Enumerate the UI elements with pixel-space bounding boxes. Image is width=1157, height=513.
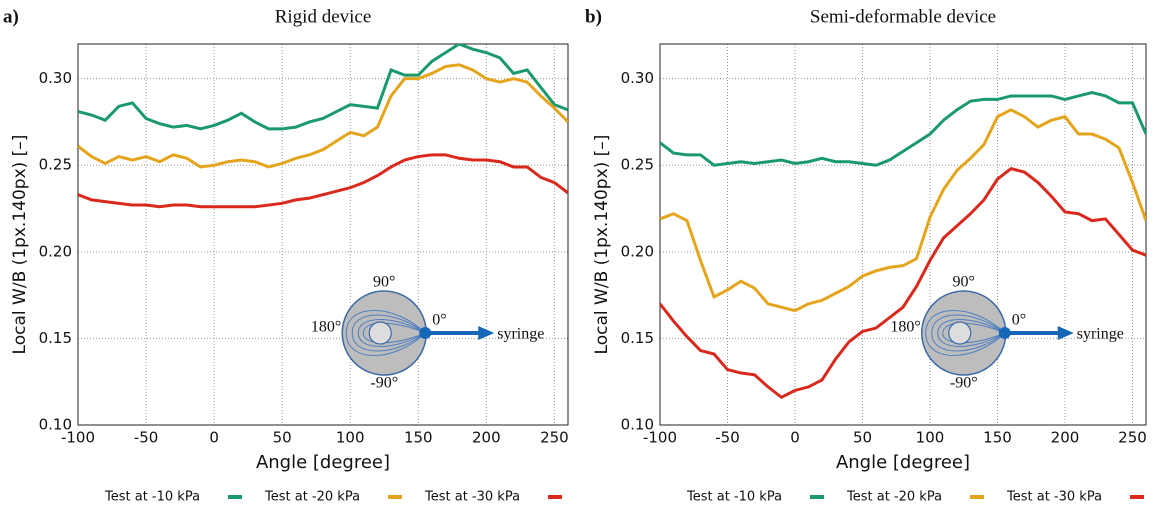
y-tick-label: 0.20 xyxy=(621,242,654,260)
inset-label: syringe xyxy=(1077,326,1124,343)
inset-streamline xyxy=(362,322,426,344)
data-line xyxy=(78,44,568,131)
data-line xyxy=(660,108,1146,313)
x-tick-label: -100 xyxy=(643,429,677,447)
y-tick-label: 0.15 xyxy=(39,329,72,347)
inset-streamline xyxy=(931,314,1006,352)
inset-label: 90° xyxy=(953,274,975,291)
x-tick-label: 100 xyxy=(336,429,365,447)
y-tick-label: 0.30 xyxy=(39,69,72,87)
inset-arrowhead xyxy=(1057,326,1074,340)
legend-label: Test at -20 kPa xyxy=(264,490,360,505)
y-tick-label: 0.20 xyxy=(39,242,72,260)
legend-label: Test at -10 kPa xyxy=(104,490,200,505)
y-tick-label: 0.10 xyxy=(39,416,72,434)
inset-streamline xyxy=(345,310,426,356)
data-line xyxy=(660,167,1146,400)
inset-streamline xyxy=(925,310,1006,356)
x-tick-label: 200 xyxy=(472,429,501,447)
x-tick-label: 250 xyxy=(1118,429,1147,447)
inset-label: 180° xyxy=(311,319,341,336)
x-axis-label: Angle [degree] xyxy=(836,452,970,473)
legend-label: Test at -30 kPa xyxy=(1006,490,1102,505)
panel-label: b) xyxy=(585,6,602,27)
x-tick-label: 150 xyxy=(404,429,433,447)
y-axis-label: Local W/B (1px.140px) [–] xyxy=(592,135,612,355)
legend-label: Test at -10 kPa xyxy=(686,490,782,505)
x-tick-label: 100 xyxy=(916,429,945,447)
inset-arrowhead xyxy=(478,326,495,340)
y-tick-label: 0.10 xyxy=(621,416,654,434)
y-tick-label: 0.15 xyxy=(621,329,654,347)
legend-label: Test at -30 kPa xyxy=(424,490,520,505)
x-tick-label: 150 xyxy=(983,429,1012,447)
inset-label: 90° xyxy=(373,274,395,291)
data-line xyxy=(78,63,568,169)
inset-streamline xyxy=(357,319,426,347)
y-axis-label: Local W/B (1px.140px) [–] xyxy=(10,135,30,355)
x-tick-label: 200 xyxy=(1051,429,1080,447)
legend-label: Test at -20 kPa xyxy=(846,490,942,505)
x-axis-label: Angle [degree] xyxy=(256,452,390,473)
plot-frame xyxy=(659,43,1147,426)
chart-title: Semi-deformable device xyxy=(810,6,996,27)
inset-label: syringe xyxy=(497,326,544,343)
inset-label: 180° xyxy=(890,319,920,336)
inset-label: -90° xyxy=(370,375,398,392)
y-tick-label: 0.30 xyxy=(621,69,654,87)
inset-streamline xyxy=(937,319,1006,347)
data-line xyxy=(660,90,1146,167)
y-tick-label: 0.25 xyxy=(39,156,72,174)
inset-core xyxy=(948,321,972,345)
inset-streamline xyxy=(351,314,426,352)
plot-frame xyxy=(77,43,569,426)
inset-streamline xyxy=(942,322,1005,344)
x-tick-label: 50 xyxy=(853,429,872,447)
x-tick-label: 250 xyxy=(540,429,569,447)
x-tick-label: 0 xyxy=(209,429,219,447)
data-line xyxy=(78,153,568,209)
inset-label: 0° xyxy=(432,312,446,329)
chart-title: Rigid device xyxy=(275,6,372,27)
x-tick-label: -50 xyxy=(715,429,740,447)
x-tick-label: 0 xyxy=(790,429,800,447)
inset-core xyxy=(368,321,392,345)
x-tick-label: 50 xyxy=(273,429,292,447)
x-tick-label: -100 xyxy=(61,429,95,447)
y-tick-label: 0.25 xyxy=(621,156,654,174)
x-tick-label: -50 xyxy=(134,429,159,447)
panel-label: a) xyxy=(3,6,19,27)
inset-label: 0° xyxy=(1012,312,1026,329)
inset-label: -90° xyxy=(950,375,978,392)
